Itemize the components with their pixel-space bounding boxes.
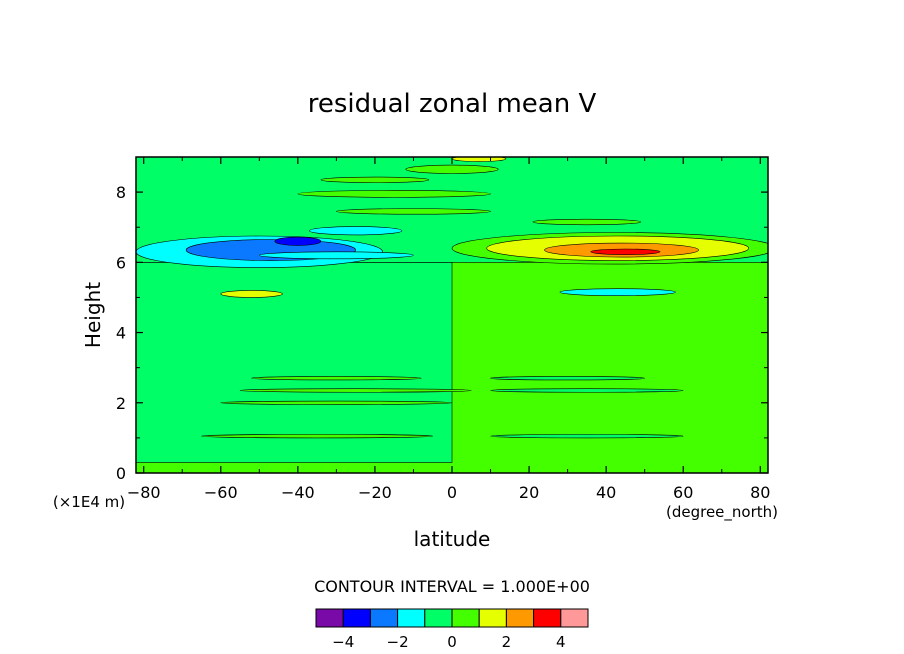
- colorbar-swatch: [369, 608, 399, 628]
- contour-region-10: [590, 248, 661, 255]
- x-tick-label: 0: [447, 483, 457, 502]
- y-tick-label: 4: [116, 324, 126, 343]
- contour-region-19: [251, 376, 422, 381]
- x-tick-label: −60: [204, 483, 238, 502]
- y-tick-label: 8: [116, 183, 126, 202]
- contour-interval-label: CONTOUR INTERVAL = 1.000E+00: [314, 577, 590, 596]
- colorbar-tick-label: −2: [387, 633, 409, 651]
- colorbar: [315, 608, 589, 628]
- y-tick-label: 6: [116, 253, 126, 272]
- y-tick-label: 2: [116, 394, 126, 413]
- contour-region-11: [559, 288, 676, 296]
- contour-region-6: [309, 226, 403, 236]
- contour-fill-regions: [136, 157, 768, 473]
- contour-region-4: [274, 236, 322, 246]
- contour-region-5: [259, 251, 414, 260]
- contour-region-0: [136, 262, 453, 463]
- colorbar-tick-label: 0: [447, 633, 457, 651]
- x-tick-label: −80: [127, 483, 161, 502]
- y-tick-label: 0: [116, 464, 126, 483]
- colorbar-tick-label: −4: [332, 633, 354, 651]
- contour-region-21: [220, 400, 453, 405]
- colorbar-swatch: [397, 608, 426, 628]
- contour-region-25: [490, 434, 684, 439]
- colorbar-swatch: [560, 608, 589, 628]
- contour-region-16: [297, 190, 491, 198]
- colorbar-swatch: [533, 608, 562, 628]
- colorbar-swatch: [424, 608, 453, 628]
- contour-region-22: [201, 434, 434, 439]
- contour-region-17: [336, 208, 491, 215]
- contour-region-23: [490, 388, 684, 393]
- colorbar-swatch: [342, 608, 371, 628]
- contour-region-13: [405, 164, 499, 174]
- colorbar-swatch: [315, 608, 344, 628]
- chart-title: residual zonal mean V: [308, 89, 597, 119]
- x-axis: −80 −60 −40 −20 0 20 40 60 80: [127, 157, 770, 502]
- colorbar-tick-label: 2: [502, 633, 512, 651]
- y-axis: 0 2 4 6 8: [116, 156, 768, 483]
- x-tick-label: 20: [519, 483, 539, 502]
- x-tick-label: −20: [358, 483, 392, 502]
- contour-region-15: [320, 176, 430, 183]
- colorbar-swatch: [451, 608, 480, 628]
- contour-region-24: [490, 376, 645, 381]
- colorbar-tick-label: 4: [556, 633, 566, 651]
- colorbar-swatch: [505, 608, 535, 628]
- x-tick-label: 80: [750, 483, 770, 502]
- x-axis-label: latitude: [414, 527, 491, 551]
- x-axis-units: (degree_north): [666, 503, 778, 522]
- y-axis-label: Height: [81, 282, 105, 348]
- contour-region-18: [532, 218, 642, 226]
- colorbar-labels: −4 −2 0 2 4: [332, 633, 565, 651]
- contour-region-12: [220, 290, 283, 298]
- colorbar-swatch: [478, 608, 507, 628]
- y-axis-units: (×1E4 m): [53, 493, 125, 511]
- x-tick-label: 60: [673, 483, 693, 502]
- x-tick-label: −40: [281, 483, 315, 502]
- x-tick-label: 40: [596, 483, 616, 502]
- contour-region-20: [239, 388, 472, 393]
